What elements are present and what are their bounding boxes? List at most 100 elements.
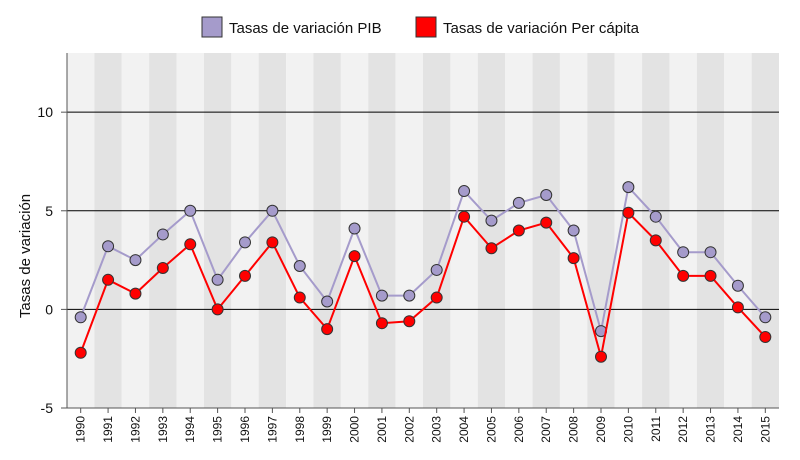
data-point-per-capita [595,350,607,363]
data-point-pib [184,204,197,217]
legend-label-per-capita: Tasas de variación Per cápita [443,20,640,37]
y-tick-labels: -5 0 5 10 [37,104,53,416]
x-tick-label: 2006 [512,416,526,443]
data-point-pib [403,289,416,302]
data-point-per-capita [649,234,662,247]
data-point-pib [321,295,334,308]
data-point-per-capita [512,224,525,237]
data-point-per-capita [184,238,197,251]
y-tick-label: -5 [41,400,54,416]
x-tick-label: 1994 [183,416,197,443]
legend-label-pib: Tasas de variación PIB [229,20,382,37]
series-line-per-capita [79,210,767,357]
x-tick-label: 2002 [402,416,416,443]
data-point-per-capita [759,331,772,343]
x-tick-label: 2015 [758,416,772,443]
data-point-pib [239,236,251,249]
data-point-per-capita [704,269,717,282]
data-point-per-capita [540,216,553,229]
background-band [751,53,779,408]
y-tick-label: 5 [45,203,53,219]
data-point-per-capita [677,269,690,282]
background-band [121,53,150,408]
data-point-pib [266,204,279,217]
background-band [423,53,451,408]
x-tick-label: 2008 [567,416,581,443]
x-tick-label: 1992 [128,416,142,443]
x-tick-label: 2011 [649,416,663,442]
data-point-per-capita [239,269,251,282]
data-point-pib [512,196,525,209]
data-point-per-capita [731,301,744,314]
x-tick-label: 1998 [293,416,307,443]
y-axis-label: Tasas de variación [17,194,34,318]
data-point-pib [129,254,142,267]
x-tick-label: 1999 [320,416,334,443]
legend: Tasas de variación PIB Tasas de variació… [201,16,640,38]
data-point-pib [458,185,471,198]
data-point-pib [649,210,662,223]
data-point-pib [102,240,115,253]
data-point-pib [293,260,306,272]
x-tick-label: 2003 [430,416,444,443]
x-tick-label: 2004 [457,416,471,443]
data-point-pib [567,224,580,237]
data-point-per-capita [375,317,388,330]
data-point-per-capita [403,315,416,328]
x-tick-label: 2001 [375,416,389,443]
background-band [203,53,232,408]
legend-swatch-per-capita [415,16,437,38]
data-point-per-capita [485,242,498,255]
data-point-pib [74,311,87,324]
data-point-pib [759,311,772,324]
data-point-per-capita [293,291,306,304]
background-band [176,53,204,408]
data-point-pib [677,246,690,259]
data-series [74,181,772,363]
data-point-per-capita [74,346,87,359]
data-point-pib [540,189,553,201]
data-point-pib [430,263,443,276]
legend-swatch-pib [201,16,223,38]
data-point-per-capita [348,250,361,263]
x-tick-label: 1993 [156,416,170,443]
data-point-pib [622,181,635,194]
data-point-per-capita [567,252,580,265]
data-point-per-capita [458,210,471,223]
data-point-pib [375,289,388,302]
data-point-per-capita [321,323,334,336]
background-band [286,53,314,408]
data-point-pib [156,228,169,241]
x-tick-label: 1996 [238,416,252,443]
x-tick-label: 2012 [676,416,690,443]
x-tick-label: 2009 [594,416,608,443]
background-band [532,53,560,408]
y-tick-label: 0 [45,301,53,317]
background-band [395,53,423,408]
x-tick-label: 2010 [621,416,635,443]
x-tick-label: 1995 [211,416,225,443]
data-point-per-capita [156,261,169,274]
x-tick-label: 2005 [484,416,498,443]
x-tick-label: 2014 [731,416,745,443]
data-point-per-capita [622,206,635,219]
y-tick-label: 10 [37,104,53,120]
x-tick-label: 1997 [265,416,279,443]
background-band [614,53,643,408]
data-point-per-capita [430,291,443,304]
background-band [450,53,478,408]
background-band [724,53,752,408]
background-band [696,53,725,408]
background-band [313,53,341,408]
data-point-pib [348,222,361,235]
background-band [368,53,396,408]
series-line-pib [79,184,767,332]
x-tick-label: 2013 [704,416,718,443]
data-point-pib [485,214,498,227]
x-tick-label: 1991 [101,416,115,443]
data-point-pib [731,279,744,292]
data-point-pib [704,246,717,259]
x-tick-label: 2000 [348,416,362,443]
x-tick-label: 1990 [74,416,88,443]
